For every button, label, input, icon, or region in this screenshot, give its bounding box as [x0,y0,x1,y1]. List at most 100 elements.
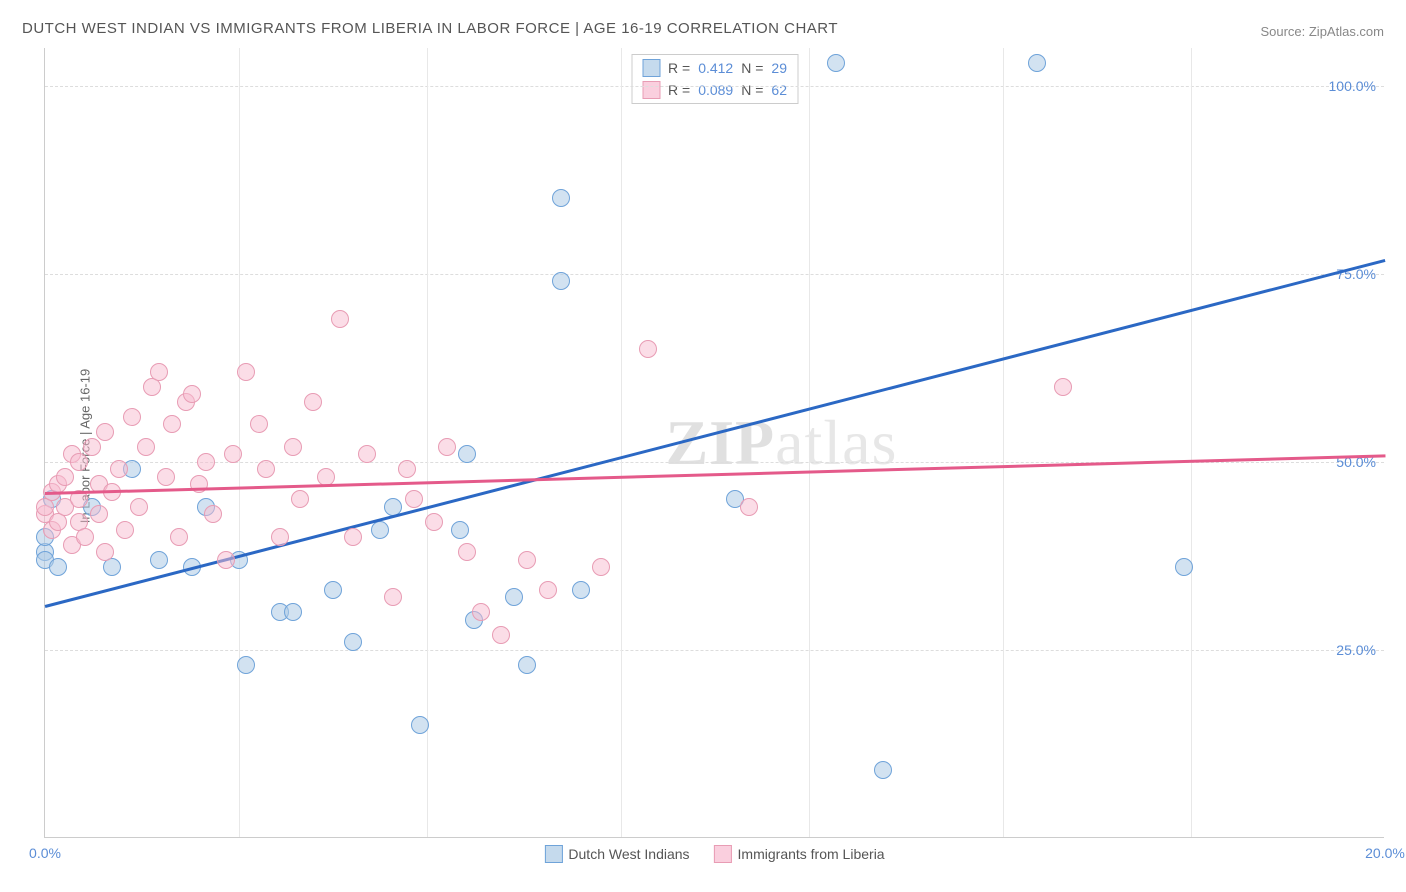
x-tick-label: 20.0% [1365,845,1405,861]
grid-line-v [1003,48,1004,837]
data-point [344,528,362,546]
data-point [110,460,128,478]
data-point [237,656,255,674]
data-point [204,505,222,523]
data-point [250,415,268,433]
data-point [271,528,289,546]
grid-line-h [45,650,1384,651]
grid-line-v [239,48,240,837]
data-point [405,490,423,508]
source-link[interactable]: ZipAtlas.com [1309,24,1384,39]
swatch-blue [642,59,660,77]
trend-line [45,454,1385,494]
swatch-pink [642,81,660,99]
data-point [170,528,188,546]
data-point [56,468,74,486]
data-point [411,716,429,734]
data-point [157,468,175,486]
series-legend: Dutch West Indians Immigrants from Liber… [544,845,884,863]
data-point [123,408,141,426]
data-point [552,272,570,290]
source-attribution: Source: ZipAtlas.com [1260,24,1384,39]
data-point [572,581,590,599]
data-point [458,445,476,463]
data-point [183,385,201,403]
legend-row-pink: R = 0.089 N = 62 [642,79,787,101]
data-point [740,498,758,516]
watermark-light: atlas [775,407,897,478]
source-label: Source: [1260,24,1308,39]
data-point [70,453,88,471]
data-point [425,513,443,531]
data-point [49,558,67,576]
r-label: R = [668,82,690,98]
data-point [827,54,845,72]
grid-line-v [621,48,622,837]
scatter-plot: ZIPatlas R = 0.412 N = 29 R = 0.089 N = … [44,48,1384,838]
data-point [76,528,94,546]
y-tick-label: 25.0% [1336,642,1376,658]
data-point [324,581,342,599]
data-point [358,445,376,463]
data-point [150,551,168,569]
data-point [90,505,108,523]
data-point [304,393,322,411]
y-tick-label: 100.0% [1329,78,1376,94]
series-name-blue: Dutch West Indians [568,846,689,862]
data-point [874,761,892,779]
legend-row-blue: R = 0.412 N = 29 [642,57,787,79]
data-point [1175,558,1193,576]
data-point [472,603,490,621]
data-point [492,626,510,644]
data-point [217,551,235,569]
data-point [518,656,536,674]
data-point [257,460,275,478]
chart-title: DUTCH WEST INDIAN VS IMMIGRANTS FROM LIB… [22,20,838,37]
data-point [237,363,255,381]
grid-line-v [809,48,810,837]
data-point [130,498,148,516]
n-value-pink: 62 [771,82,787,98]
correlation-legend: R = 0.412 N = 29 R = 0.089 N = 62 [631,54,798,104]
data-point [190,475,208,493]
data-point [639,340,657,358]
n-value-blue: 29 [771,60,787,76]
grid-line-v [1191,48,1192,837]
r-value-pink: 0.089 [698,82,733,98]
swatch-pink [714,845,732,863]
data-point [384,588,402,606]
data-point [197,453,215,471]
grid-line-h [45,274,1384,275]
legend-item-pink: Immigrants from Liberia [714,845,885,863]
data-point [1028,54,1046,72]
data-point [163,415,181,433]
data-point [451,521,469,539]
data-point [284,603,302,621]
data-point [371,521,389,539]
data-point [458,543,476,561]
data-point [505,588,523,606]
data-point [137,438,155,456]
data-point [344,633,362,651]
data-point [96,543,114,561]
data-point [224,445,242,463]
data-point [438,438,456,456]
n-label: N = [741,60,763,76]
swatch-blue [544,845,562,863]
data-point [552,189,570,207]
data-point [1054,378,1072,396]
n-label: N = [741,82,763,98]
data-point [291,490,309,508]
series-name-pink: Immigrants from Liberia [738,846,885,862]
trend-line [45,259,1386,608]
data-point [518,551,536,569]
legend-item-blue: Dutch West Indians [544,845,689,863]
x-tick-label: 0.0% [29,845,61,861]
data-point [592,558,610,576]
r-value-blue: 0.412 [698,60,733,76]
data-point [284,438,302,456]
r-label: R = [668,60,690,76]
data-point [150,363,168,381]
data-point [83,438,101,456]
data-point [96,423,114,441]
